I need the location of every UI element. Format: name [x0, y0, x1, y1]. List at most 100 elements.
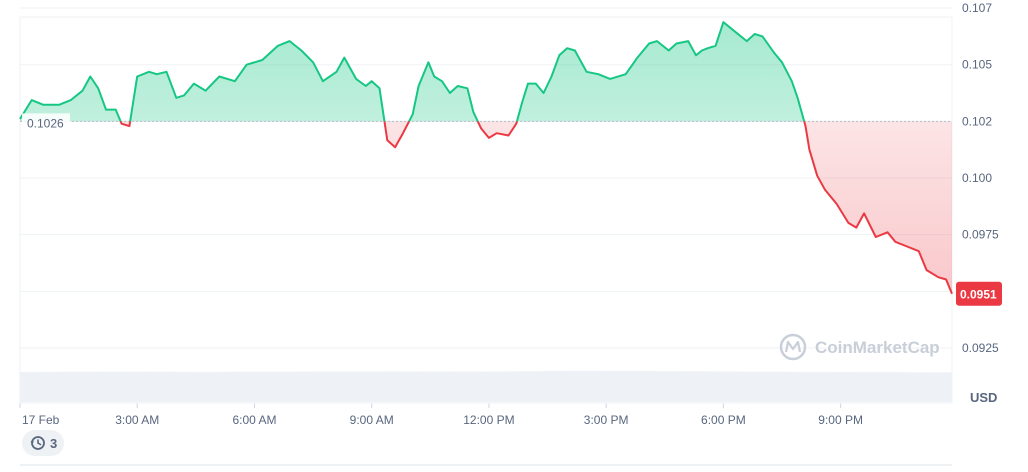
volume-bar [200, 371, 207, 402]
volume-bar [380, 371, 387, 402]
volume-bar [492, 371, 499, 402]
volume-bar [225, 371, 232, 402]
volume-bar [778, 371, 785, 402]
volume-bar [672, 371, 680, 402]
coinmarketcap-logo-icon [779, 333, 807, 361]
volume-bar [262, 371, 269, 402]
area-below-baseline [20, 121, 952, 294]
volume-bar [678, 371, 686, 402]
volume-bar [740, 371, 748, 402]
volume-bar [535, 371, 543, 402]
volume-bar [945, 372, 953, 402]
x-tick-label: 12:00 PM [463, 413, 514, 427]
volume-bar [554, 370, 561, 402]
volume-bar [529, 371, 537, 402]
x-tick-label: 9:00 AM [350, 413, 394, 427]
volume-bar [144, 371, 151, 402]
y-tick-label: 0.102 [962, 114, 992, 128]
volume-bar [647, 371, 655, 402]
volume-bar [827, 371, 835, 402]
volume-bar [734, 371, 742, 402]
volume-bar [231, 371, 238, 402]
volume-bar [802, 371, 810, 402]
volume-bar [274, 371, 282, 402]
volume-bar [280, 371, 288, 402]
volume-bar [604, 370, 611, 402]
volume-bar [318, 371, 325, 402]
volume-bar [69, 371, 77, 402]
x-tick-label: 6:00 AM [232, 413, 276, 427]
volume-bar [939, 372, 947, 402]
volume-bar [883, 372, 891, 402]
volume-bar [753, 371, 760, 402]
volume-bar [585, 370, 593, 402]
volume-bar [218, 371, 226, 402]
volume-bar [94, 371, 102, 402]
volume-bar [324, 371, 332, 402]
volume-bar [927, 372, 934, 402]
volume-bar [728, 371, 735, 402]
volume-bar [461, 371, 468, 402]
volume-bar [846, 372, 853, 402]
last-price-label: 0.0951 [960, 288, 997, 302]
volume-bar [38, 371, 46, 402]
volume-bar [299, 371, 307, 402]
volume-bar [436, 371, 443, 402]
volume-bar [784, 371, 791, 402]
volume-bar [367, 371, 375, 402]
volume-bar [746, 371, 754, 402]
volume-bar [486, 371, 493, 402]
price-area [20, 22, 952, 294]
volume-bar [181, 371, 189, 402]
volume-bar [709, 371, 717, 402]
volume-bar [349, 371, 356, 402]
volume-bar [641, 371, 648, 402]
volume-bar [510, 371, 518, 402]
volume-bar [106, 371, 114, 402]
volume-bar [51, 371, 58, 402]
volume-bars [20, 370, 953, 402]
volume-bar [355, 371, 363, 402]
volume-bar [691, 371, 698, 402]
volume-bar [399, 371, 406, 402]
grid-lines [20, 7, 952, 349]
volume-bar [100, 371, 108, 402]
volume-bar [411, 371, 419, 402]
x-tick-label: 3:00 AM [115, 413, 159, 427]
volume-bar [448, 371, 456, 402]
volume-bar [312, 371, 319, 402]
volume-bar [473, 371, 481, 402]
volume-bar [467, 371, 474, 402]
volume-bar [659, 371, 667, 402]
volume-bar [715, 371, 723, 402]
volume-bar [237, 371, 245, 402]
volume-bar [336, 371, 344, 402]
volume-bar [206, 371, 214, 402]
y-axis: 0.107 0.105 0.102 0.100 0.0975 0.0925 [962, 1, 999, 355]
volume-bar [610, 370, 617, 402]
volume-bar [330, 371, 338, 402]
volume-bar [809, 371, 816, 402]
volume-bar [616, 370, 624, 402]
volume-bar [908, 372, 916, 402]
volume-bar [287, 371, 294, 402]
volume-bar [212, 371, 220, 402]
volume-bar [703, 371, 711, 402]
volume-bar [243, 371, 251, 402]
volume-bar [82, 371, 89, 402]
volume-bar [125, 371, 133, 402]
y-tick-label: 0.0975 [962, 228, 999, 242]
history-count: 3 [50, 436, 57, 451]
volume-bar [597, 370, 605, 402]
history-badge[interactable]: 3 [22, 430, 64, 456]
volume-bar [933, 372, 940, 402]
volume-bar [902, 372, 909, 402]
volume-bar [815, 371, 822, 402]
volume-bar [821, 371, 829, 402]
watermark-text: CoinMarketCap [815, 338, 940, 357]
volume-bar [722, 371, 729, 402]
volume-bar [504, 371, 512, 402]
volume-bar [32, 371, 40, 402]
volume-bar [417, 371, 425, 402]
